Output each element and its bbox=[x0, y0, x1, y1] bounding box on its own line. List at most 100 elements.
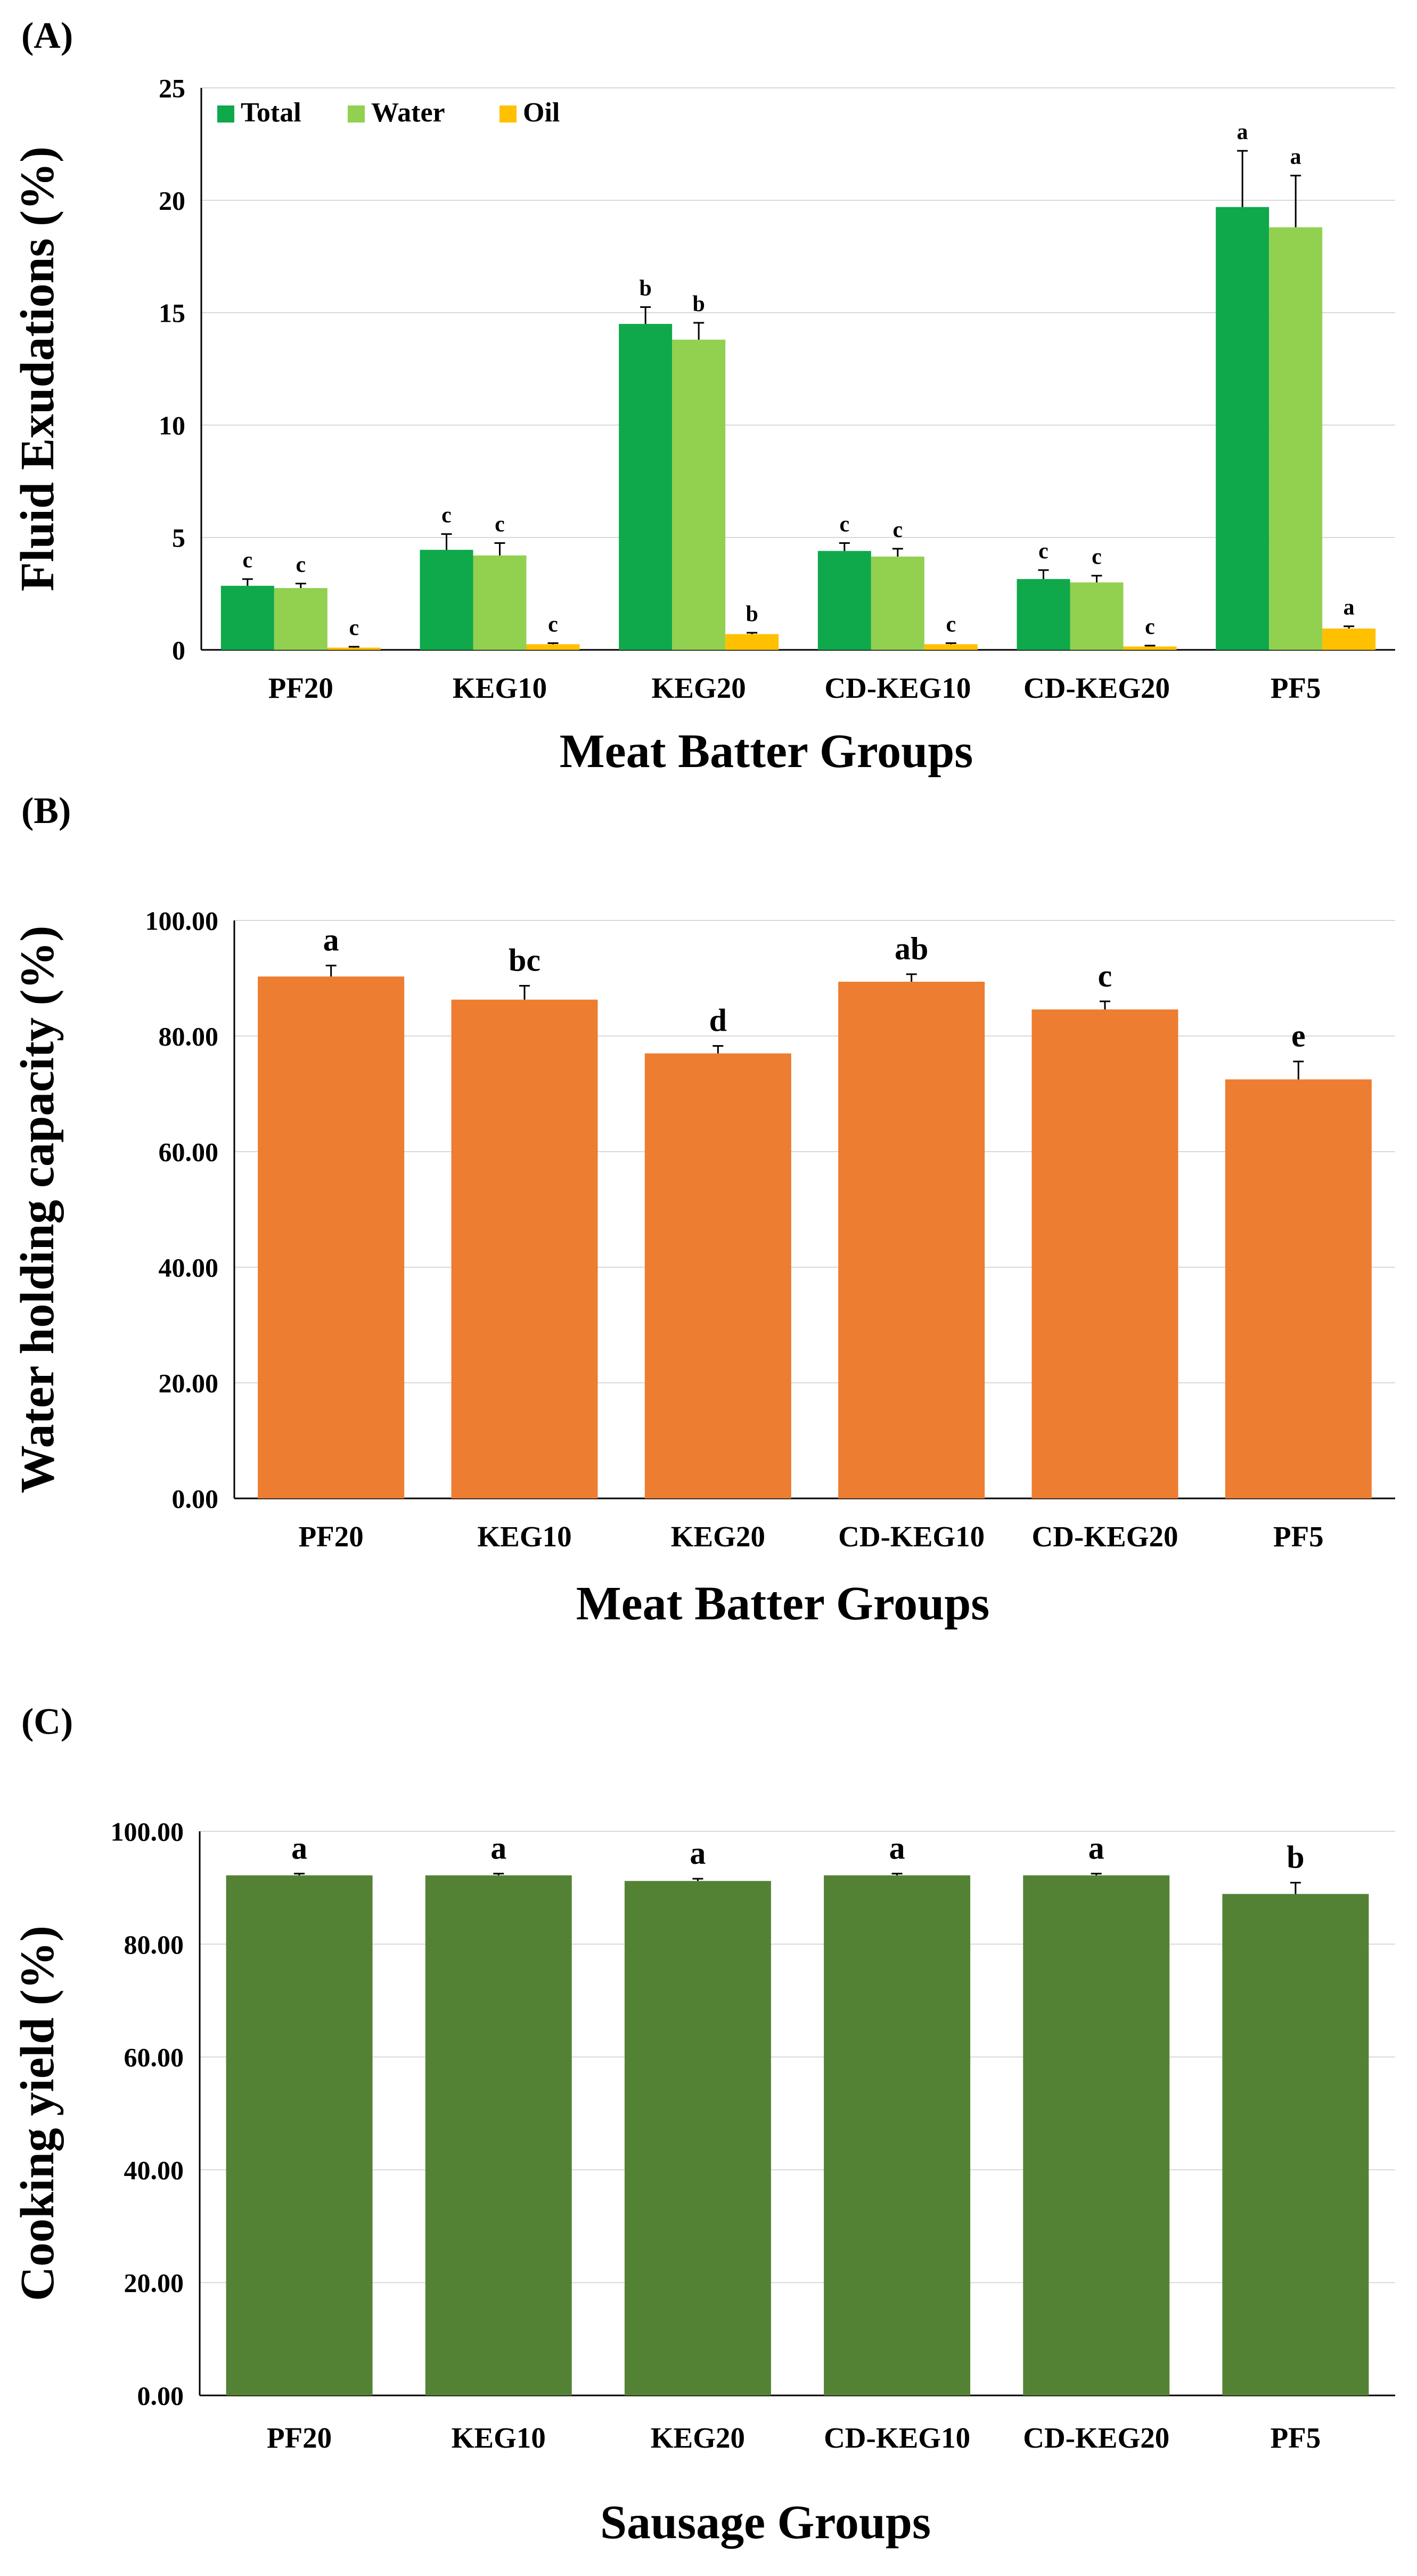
panel-label: (A) bbox=[21, 15, 73, 56]
x-tick-label: CD-KEG20 bbox=[1023, 2422, 1169, 2454]
y-tick-label: 40.00 bbox=[124, 2155, 184, 2185]
bar-total-keg20 bbox=[619, 324, 673, 650]
significance-label: b bbox=[746, 602, 758, 626]
x-tick-label: PF20 bbox=[299, 1520, 364, 1553]
bar-water-cd-keg10 bbox=[871, 556, 924, 650]
legend-swatch-water bbox=[348, 105, 365, 123]
panel-a-fluid-exudations: (A) 0 5 10 15 20 25 c c c PF20 c c c KEG10 b b b KEG20 c c c C… bbox=[11, 15, 1395, 778]
significance-label: c bbox=[349, 616, 359, 640]
x-tick-label: KEG10 bbox=[477, 1520, 571, 1553]
panel-label: (B) bbox=[21, 790, 71, 832]
significance-label: b bbox=[692, 292, 705, 316]
legend-label-oil: Oil bbox=[523, 97, 560, 128]
bar-water-pf20 bbox=[274, 588, 327, 650]
y-axis-title: Water holding capacity (%) bbox=[11, 926, 64, 1494]
x-tick-label: CD-KEG20 bbox=[1032, 1520, 1178, 1553]
significance-label: a bbox=[490, 1830, 506, 1865]
panel-label: (C) bbox=[21, 1701, 73, 1742]
x-tick-label: KEG20 bbox=[652, 672, 746, 704]
y-tick-label: 5 bbox=[172, 523, 185, 553]
x-tick-label: PF20 bbox=[268, 672, 333, 704]
y-tick-label: 10 bbox=[159, 411, 185, 441]
y-tick-label: 20.00 bbox=[159, 1368, 219, 1398]
bar-oil-keg20 bbox=[725, 634, 779, 650]
bar-total-pf5 bbox=[1216, 207, 1269, 650]
significance-label: a bbox=[1237, 120, 1248, 144]
significance-label: a bbox=[1088, 1830, 1104, 1865]
bar-water-holding-capacity-keg10 bbox=[451, 999, 598, 1498]
x-axis-title: Meat Batter Groups bbox=[576, 1577, 990, 1630]
significance-label: ab bbox=[895, 931, 928, 966]
y-tick-label: 20.00 bbox=[124, 2268, 184, 2298]
y-tick-label: 80.00 bbox=[159, 1022, 219, 1051]
y-tick-label: 60.00 bbox=[124, 2042, 184, 2072]
bar-water-holding-capacity-cd-keg20 bbox=[1031, 1009, 1178, 1498]
bar-total-cd-keg10 bbox=[817, 551, 871, 650]
significance-label: c bbox=[1145, 615, 1155, 639]
significance-label: c bbox=[296, 553, 306, 577]
x-tick-label: CD-KEG10 bbox=[838, 1520, 985, 1553]
bar-cooking-yield-pf5 bbox=[1222, 1894, 1369, 2395]
significance-label: a bbox=[1290, 145, 1301, 169]
significance-label: b bbox=[1287, 1839, 1304, 1874]
significance-label: a bbox=[323, 923, 339, 958]
legend-label-water: Water bbox=[371, 97, 445, 128]
bar-oil-pf5 bbox=[1322, 628, 1376, 650]
bar-water-holding-capacity-pf20 bbox=[258, 976, 405, 1498]
bar-water-pf5 bbox=[1269, 227, 1323, 650]
legend-label-total: Total bbox=[241, 97, 301, 128]
significance-label: c bbox=[495, 512, 505, 537]
significance-label: a bbox=[690, 1836, 706, 1871]
y-tick-label: 15 bbox=[159, 298, 185, 328]
y-tick-label: 60.00 bbox=[159, 1137, 219, 1167]
significance-label: c bbox=[946, 612, 956, 637]
y-tick-label: 0.00 bbox=[172, 1484, 219, 1514]
y-tick-label: 80.00 bbox=[124, 1929, 184, 1959]
legend-swatch-oil bbox=[499, 105, 517, 123]
panel-b-water-holding-capacity: (B) 0.00 20.00 40.00 60.00 80.00 100.00 a PF20 bc… bbox=[11, 790, 1395, 1630]
bar-water-holding-capacity-keg20 bbox=[644, 1053, 791, 1498]
significance-label: c bbox=[548, 612, 558, 637]
x-tick-label: KEG20 bbox=[671, 1520, 765, 1553]
significance-label: a bbox=[1344, 596, 1355, 620]
bar-oil-cd-keg20 bbox=[1123, 646, 1177, 650]
significance-label: b bbox=[639, 276, 651, 300]
y-tick-label: 20 bbox=[159, 186, 185, 216]
x-tick-label: PF5 bbox=[1271, 672, 1321, 704]
x-tick-label: PF20 bbox=[267, 2422, 332, 2454]
significance-label: c bbox=[441, 503, 452, 528]
x-tick-label: CD-KEG10 bbox=[824, 2422, 970, 2454]
bar-total-pf20 bbox=[220, 585, 274, 650]
bar-cooking-yield-keg20 bbox=[624, 1881, 771, 2395]
y-axis-title: Fluid Exudations (%) bbox=[11, 146, 64, 591]
bar-cooking-yield-cd-keg20 bbox=[1023, 1875, 1170, 2395]
x-tick-label: CD-KEG20 bbox=[1023, 672, 1170, 704]
x-tick-label: KEG10 bbox=[453, 672, 547, 704]
bar-water-holding-capacity-pf5 bbox=[1225, 1079, 1372, 1498]
bar-oil-pf20 bbox=[327, 647, 381, 650]
significance-label: c bbox=[1092, 545, 1102, 569]
significance-label: c bbox=[243, 548, 253, 573]
significance-label: a bbox=[291, 1830, 307, 1865]
bar-oil-cd-keg10 bbox=[924, 644, 978, 650]
x-tick-label: PF5 bbox=[1271, 2422, 1321, 2454]
bar-total-cd-keg20 bbox=[1017, 579, 1070, 650]
bar-water-holding-capacity-cd-keg10 bbox=[838, 982, 985, 1498]
panel-c-cooking-yield: (C) 0.00 20.00 40.00 60.00 80.00 100.00 a PF20 a K… bbox=[11, 1701, 1395, 2549]
y-axis-title: Cooking yield (%) bbox=[11, 1926, 64, 2301]
significance-label: a bbox=[889, 1830, 905, 1865]
y-tick-label: 40.00 bbox=[159, 1253, 219, 1283]
y-tick-label: 100.00 bbox=[111, 1817, 184, 1847]
bar-total-keg10 bbox=[420, 550, 473, 650]
significance-label: c bbox=[840, 512, 850, 537]
x-tick-label: CD-KEG10 bbox=[824, 672, 971, 704]
x-tick-label: KEG20 bbox=[651, 2422, 745, 2454]
significance-label: c bbox=[1038, 539, 1049, 564]
significance-label: bc bbox=[509, 943, 540, 978]
bar-water-keg10 bbox=[473, 555, 527, 650]
y-tick-label: 0 bbox=[172, 635, 185, 665]
y-tick-label: 25 bbox=[159, 74, 185, 103]
y-tick-label: 100.00 bbox=[145, 906, 219, 936]
significance-label: d bbox=[709, 1002, 727, 1038]
